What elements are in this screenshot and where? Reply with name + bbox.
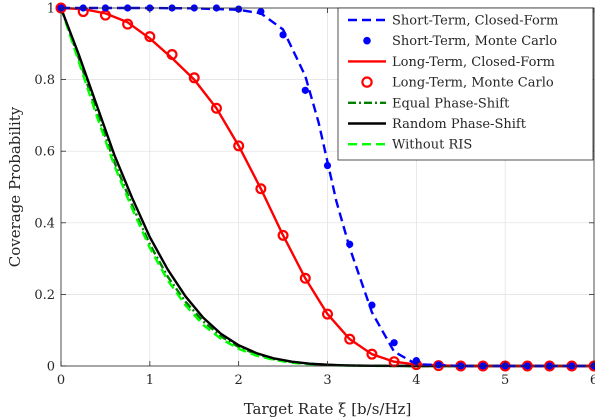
- x-tick-label: 5: [501, 373, 509, 388]
- series-3-point: [166, 49, 178, 61]
- y-tick-label: 0.8: [34, 73, 55, 88]
- y-tick-label: 0: [47, 360, 55, 375]
- legend-label: Short-Term, Monte Carlo: [392, 34, 557, 49]
- series-3-point: [188, 72, 200, 84]
- legend-swatch-marker: [361, 76, 373, 88]
- series-1-point: [257, 7, 265, 16]
- series-3-point: [255, 183, 267, 195]
- series-3-point: [210, 102, 222, 114]
- axis-ticks: 0 1 2 3 4 5 6 0 0.2 0.4 0.6 0.8 1: [34, 2, 595, 389]
- series-1-point: [301, 86, 309, 94]
- x-axis-label: Target Rate ξ [b/s/Hz]: [244, 400, 412, 418]
- series-1-point: [323, 161, 332, 170]
- legend-swatch-marker: [363, 36, 371, 45]
- x-tick-label: 3: [323, 373, 331, 388]
- series-3-point: [144, 31, 156, 43]
- series-2-line: [60, 6, 594, 368]
- series-1-point: [279, 31, 287, 39]
- series-3-point: [344, 333, 356, 345]
- y-tick-label: 0.2: [34, 288, 55, 303]
- legend-label: Random Phase-Shift: [392, 117, 527, 132]
- y-tick-label: 0.6: [34, 145, 55, 160]
- legend-label: Long-Term, Closed-Form: [392, 55, 555, 70]
- x-tick-label: 6: [590, 373, 595, 388]
- y-axis-label: Coverage Probability: [6, 106, 24, 267]
- legend: Short-Term, Closed-Form Short-Term, Monte…: [337, 7, 594, 161]
- x-tick-label: 2: [235, 373, 243, 388]
- x-tick-label: 0: [57, 373, 65, 388]
- legend-box: [337, 7, 594, 161]
- legend-label: Without RIS: [392, 138, 472, 153]
- series-3-point: [233, 140, 245, 152]
- series-3-point: [122, 18, 134, 30]
- y-tick-label: 1: [47, 2, 55, 17]
- series-3-point: [299, 272, 311, 284]
- series-1-point: [390, 339, 398, 347]
- x-tick-label: 1: [146, 373, 154, 388]
- series-1-point: [346, 240, 354, 248]
- series-3-point: [322, 308, 334, 320]
- x-tick-label: 4: [412, 373, 420, 388]
- series-3-point: [277, 229, 289, 241]
- legend-label: Long-Term, Monte Carlo: [392, 76, 554, 91]
- y-tick-label: 0.4: [34, 216, 55, 231]
- series-1-point: [434, 361, 443, 369]
- legend-label: Equal Phase-Shift: [392, 96, 510, 111]
- series-1-point: [368, 301, 376, 309]
- series-1-point: [412, 357, 420, 365]
- legend-label: Short-Term, Closed-Form: [392, 14, 558, 29]
- series-3-point: [366, 348, 378, 360]
